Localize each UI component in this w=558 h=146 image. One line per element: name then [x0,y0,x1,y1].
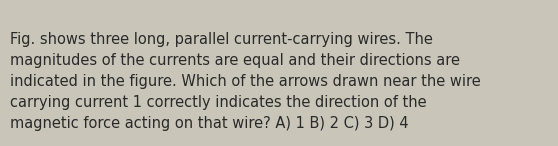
Text: Fig. shows three long, parallel current-carrying wires. The
magnitudes of the cu: Fig. shows three long, parallel current-… [10,32,481,131]
